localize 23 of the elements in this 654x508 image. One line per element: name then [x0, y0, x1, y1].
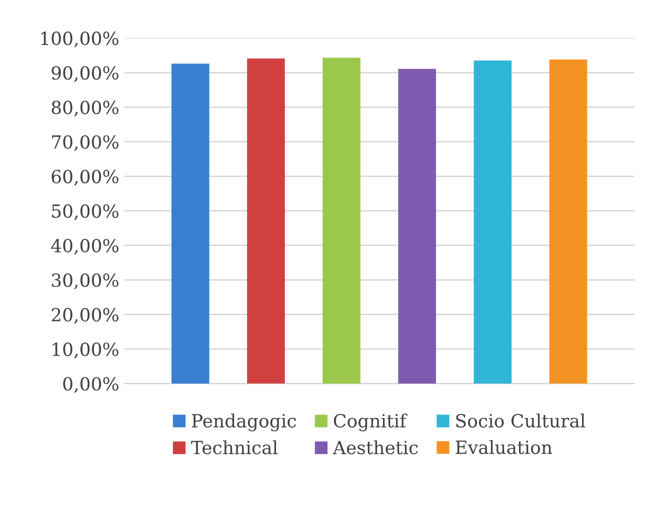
legend-label: Evaluation: [456, 440, 552, 454]
bar: [398, 68, 436, 384]
legend-label: Cognitif: [334, 414, 408, 432]
y-tick-label: 0,00%: [63, 377, 118, 393]
bar: [322, 58, 360, 384]
bar: [247, 58, 285, 384]
legend-label: Technical: [191, 440, 278, 454]
legend-label: Aesthetic: [332, 440, 418, 454]
y-tick-label: 30,00%: [52, 273, 118, 290]
y-tick-label: 80,00%: [52, 100, 118, 117]
y-tick-label: 90,00%: [52, 66, 118, 82]
legend-label: Socio Cultural: [456, 414, 586, 428]
y-tick-label: 40,00%: [51, 238, 118, 255]
legend-label: Pendagogic: [192, 414, 296, 432]
y-tick-label: 20,00%: [52, 308, 118, 324]
bar: [474, 60, 512, 384]
bar: [171, 64, 210, 384]
y-tick-label: 70,00%: [52, 135, 118, 152]
bar: [549, 60, 588, 384]
y-tick-label: 50,00%: [52, 204, 118, 220]
y-tick-label: 10,00%: [52, 342, 118, 358]
y-tick-label: 100,00%: [41, 32, 118, 48]
y-tick-label: 60,00%: [52, 170, 118, 186]
